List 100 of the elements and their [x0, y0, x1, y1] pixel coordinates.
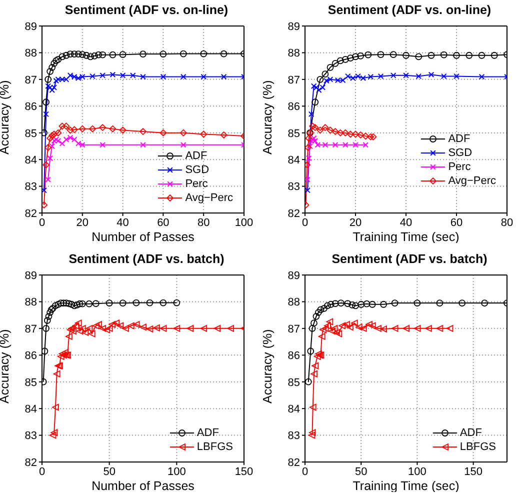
point [106, 324, 113, 332]
point [50, 130, 58, 138]
point [186, 324, 194, 332]
y-tick-label: 82 [288, 456, 300, 469]
point [99, 124, 106, 131]
y-tick-label: 86 [24, 350, 37, 362]
point [52, 302, 59, 310]
point [440, 51, 448, 58]
point [55, 76, 62, 82]
point [358, 300, 365, 308]
point [415, 53, 422, 60]
point [310, 320, 318, 327]
point [62, 52, 70, 59]
point [173, 299, 180, 306]
x-tick-label: 100 [408, 466, 426, 478]
point [173, 324, 180, 332]
point [322, 324, 329, 332]
legend-label: ADF [196, 427, 219, 439]
point [391, 324, 398, 332]
x-tick-label: 60 [157, 216, 170, 229]
point [90, 73, 96, 80]
point [132, 320, 140, 328]
point [347, 54, 354, 62]
x-tick-label: 50 [354, 466, 368, 478]
point [322, 70, 329, 78]
point [362, 132, 370, 140]
point [59, 140, 66, 146]
point [348, 301, 356, 308]
x-tick-label: 20 [349, 216, 362, 229]
point [342, 56, 349, 63]
legend-label: Perc [448, 161, 471, 173]
point [45, 176, 51, 183]
point [57, 300, 64, 306]
point [214, 324, 221, 332]
x-tick-label: 150 [234, 466, 254, 478]
point [326, 126, 334, 134]
x-tick-label: 60 [450, 216, 463, 229]
point [403, 72, 409, 78]
point [74, 320, 82, 327]
point [454, 73, 460, 80]
y-tick-label: 87 [24, 323, 37, 336]
point [312, 312, 320, 320]
point [428, 72, 434, 78]
x-tick-label: 100 [234, 216, 254, 229]
point [312, 98, 319, 106]
y-tick-label: 84 [288, 403, 300, 416]
point [305, 176, 310, 183]
point [43, 111, 49, 118]
y-tick-label: 89 [288, 20, 300, 33]
point [82, 328, 89, 336]
point [440, 73, 447, 80]
point [180, 142, 186, 148]
point [328, 328, 336, 335]
point [55, 138, 62, 144]
point [332, 60, 339, 67]
point [71, 74, 78, 80]
y-tick-label: 88 [288, 296, 300, 309]
point [314, 353, 321, 360]
point [335, 330, 342, 338]
y-tick-label: 88 [24, 296, 37, 309]
point [44, 316, 51, 324]
point [140, 50, 146, 58]
point [478, 52, 486, 59]
legend-label: Avg−Perc [448, 175, 496, 187]
y-tick-label: 82 [288, 208, 300, 220]
point [52, 57, 60, 64]
point [317, 306, 324, 314]
legend-label: LBFGS [460, 441, 496, 453]
point [92, 322, 100, 330]
point [108, 320, 116, 328]
point [132, 299, 140, 306]
point [127, 322, 134, 330]
point [140, 142, 146, 148]
point [78, 300, 86, 308]
point [380, 326, 388, 332]
point [160, 324, 167, 332]
point [200, 130, 208, 138]
x-tick-label: 50 [103, 466, 116, 478]
y-tick-label: 89 [24, 270, 37, 282]
point [47, 155, 53, 162]
point [54, 300, 62, 308]
y-tick-label: 83 [288, 430, 300, 442]
point [307, 348, 314, 355]
point [481, 300, 488, 306]
point [119, 300, 126, 306]
y-tick-label: 83 [288, 181, 300, 194]
y-tick-label: 83 [24, 430, 37, 442]
point [58, 122, 66, 130]
point [312, 124, 319, 131]
legend-label: Avg−Perc [185, 192, 233, 204]
point [46, 68, 54, 75]
point [106, 300, 113, 306]
point [42, 98, 50, 106]
legend-label: SGD [185, 164, 210, 176]
point [75, 140, 82, 146]
point [109, 51, 116, 58]
point [95, 51, 102, 58]
point [310, 370, 318, 378]
point [368, 300, 376, 308]
point [119, 126, 126, 134]
